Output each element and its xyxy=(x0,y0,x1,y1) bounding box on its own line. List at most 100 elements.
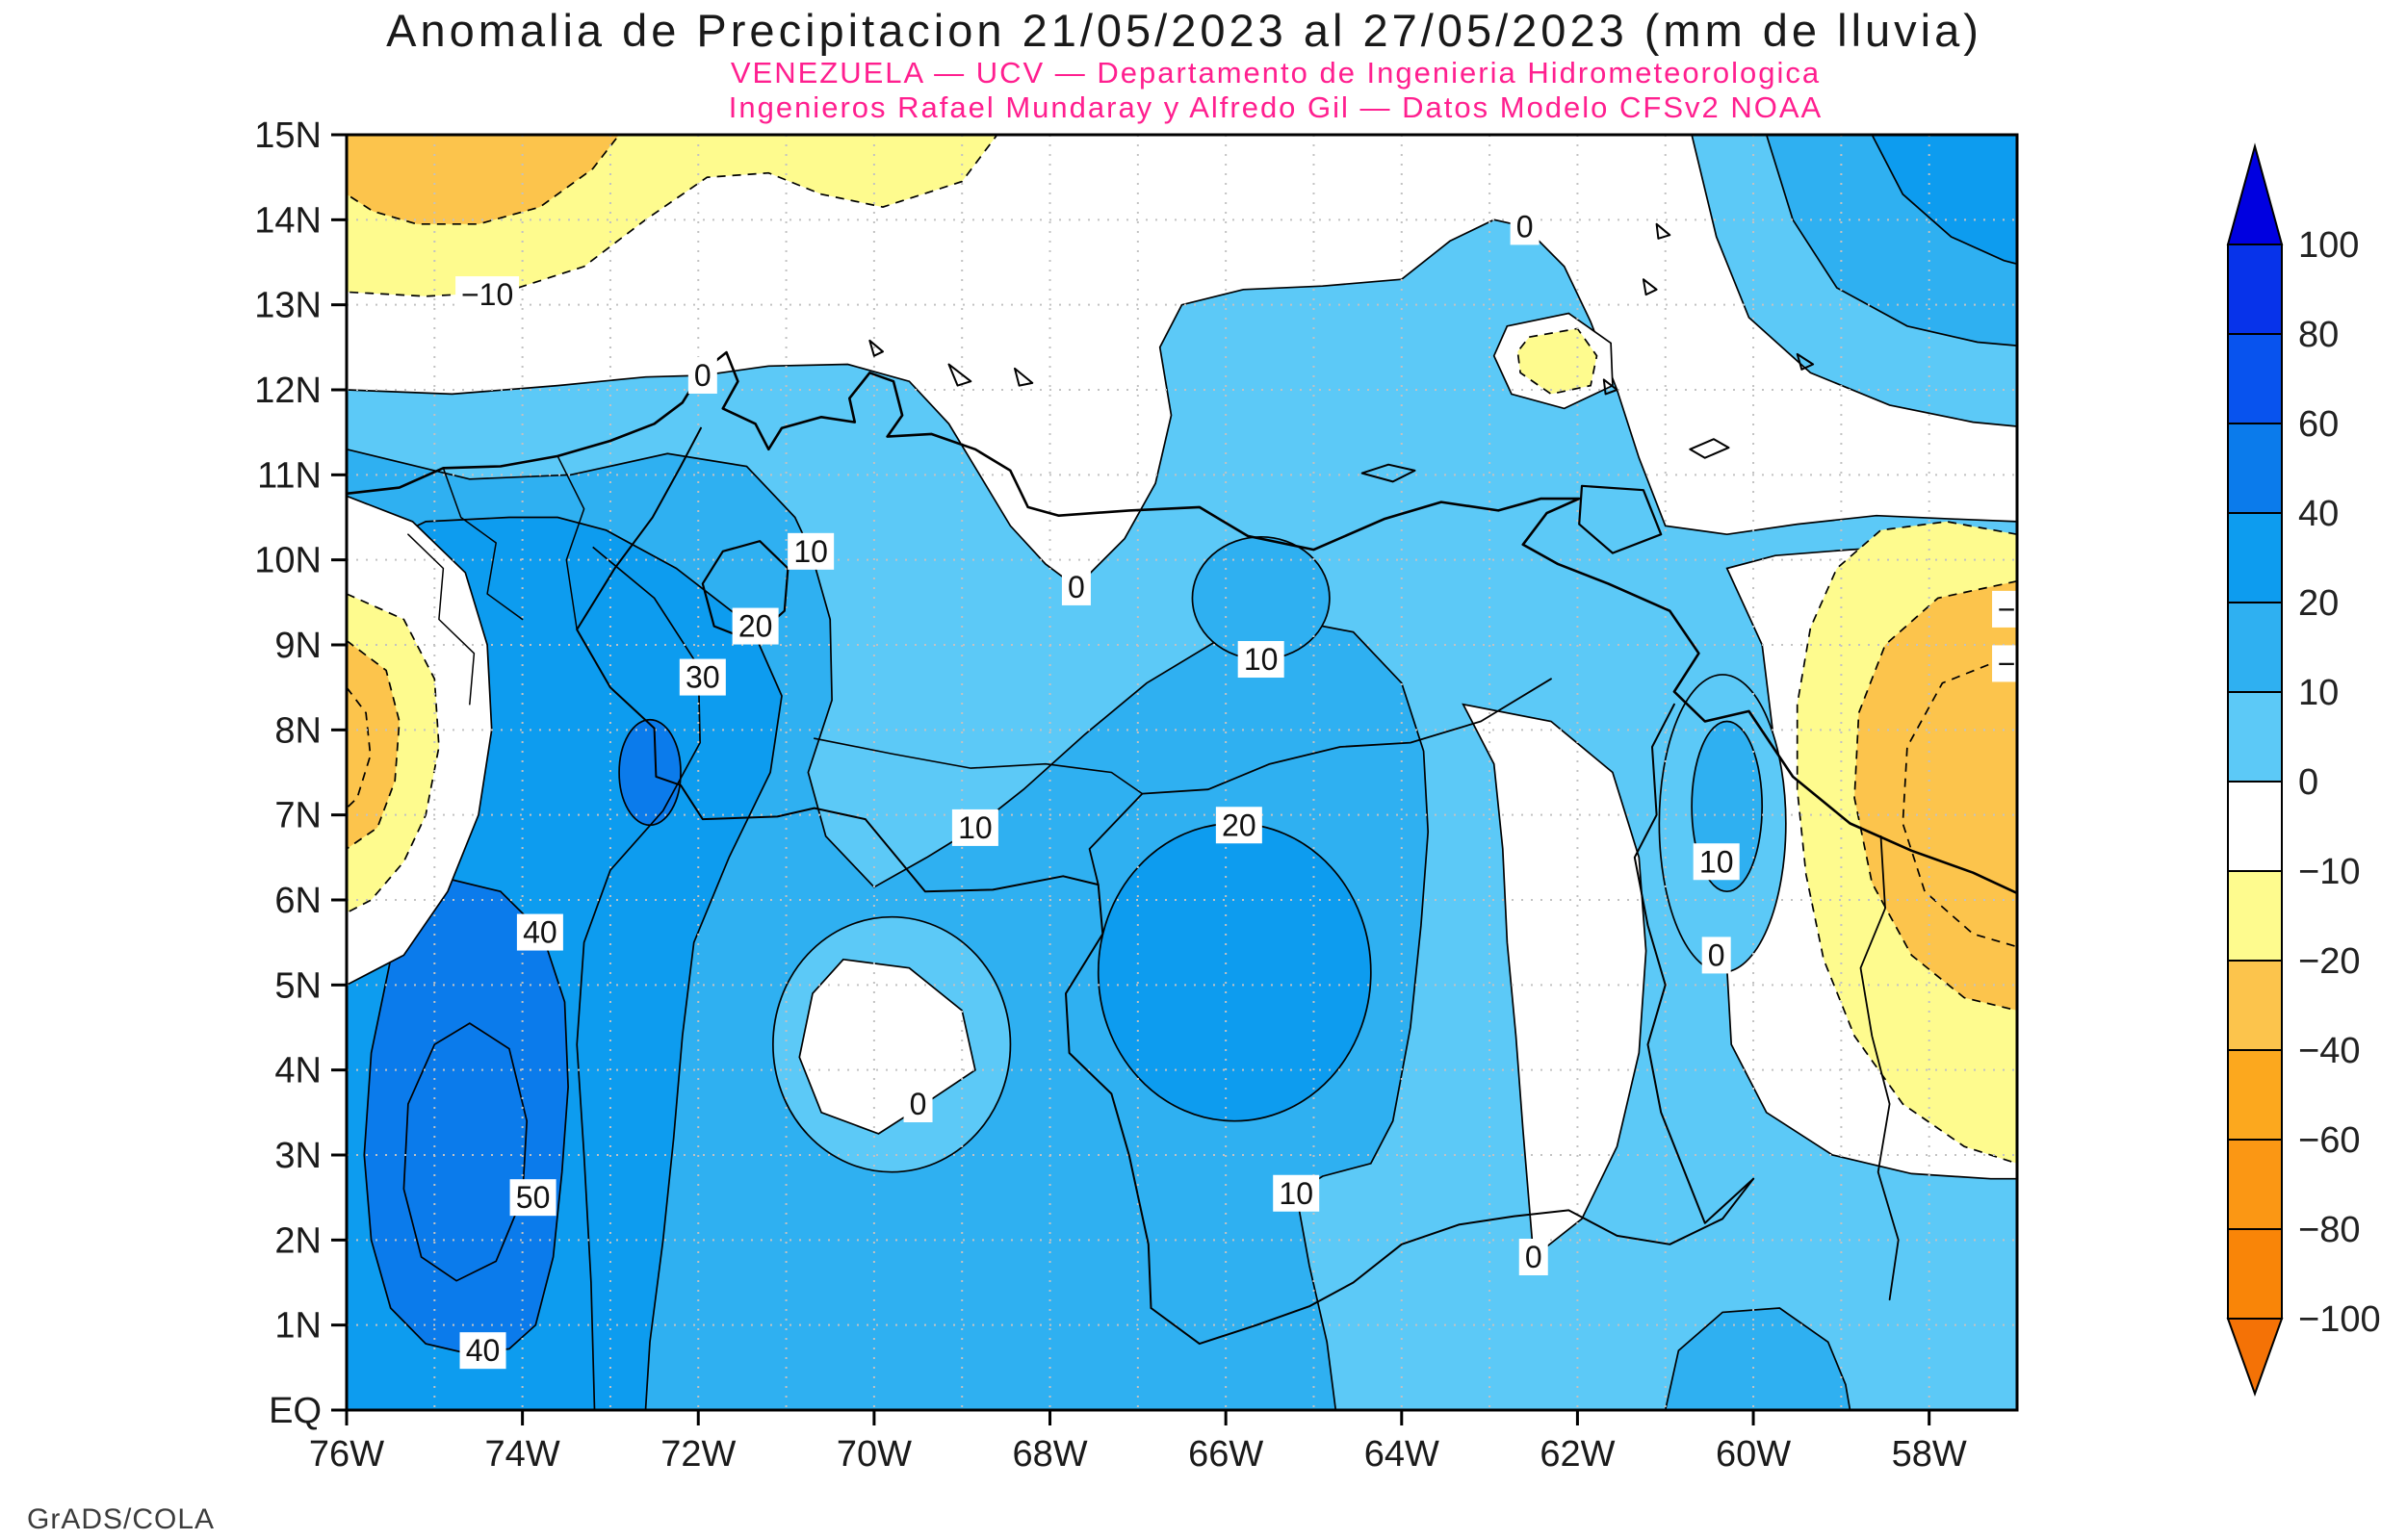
colorbar-tick-label: 10 xyxy=(2298,673,2339,713)
y-tick-label: EQ xyxy=(269,1391,322,1431)
y-tick-label: 8N xyxy=(274,710,322,751)
contour-fill-ne-band-20-40 xyxy=(1871,135,2017,266)
contour-label: 30 xyxy=(686,660,720,695)
axes: 15N 14N 13N 12N 11N 10N 9N 8N 7N 6N 5N 4N 3N 2N 1N EQ76… xyxy=(254,116,2019,1475)
contour-label: 0 xyxy=(1525,1240,1542,1274)
colorbar-tick-label: 80 xyxy=(2298,315,2339,355)
colorbar-arrow-bottom xyxy=(2226,1318,2284,1397)
island-tobago xyxy=(1689,438,1730,459)
contour-label-box xyxy=(459,1332,506,1370)
x-tick-label: 68W xyxy=(1012,1434,1087,1475)
contour-label-box xyxy=(1693,843,1740,881)
contour-label-box xyxy=(1510,208,1540,245)
y-tick-label: 4N xyxy=(274,1051,322,1091)
contour-label: 10 xyxy=(1279,1176,1313,1211)
border-brazil xyxy=(1150,1177,1755,1346)
contour-fill-nw-orange-m20 xyxy=(347,135,621,225)
contour-label-box xyxy=(509,1179,556,1217)
colorbar-tick-label: 0 xyxy=(2298,762,2318,803)
contour-fill-bottom-bump-10-20 xyxy=(1664,1307,1851,1410)
island-margarita xyxy=(1360,463,1416,483)
x-tick-label: 64W xyxy=(1364,1434,1439,1475)
contour-label-box xyxy=(1701,937,1731,974)
contour-label: 10 xyxy=(1244,642,1279,677)
island-curacao xyxy=(947,363,972,387)
contour-label-box xyxy=(903,1086,933,1122)
contour-label: 0 xyxy=(1068,570,1085,604)
x-tick-label: 76W xyxy=(309,1434,384,1475)
y-tick-label: 1N xyxy=(274,1306,322,1347)
contour-label: −10 xyxy=(461,277,513,312)
colorbar-arrow-top xyxy=(2226,142,2284,245)
y-tick-label: 7N xyxy=(274,796,322,836)
contour-label: 40 xyxy=(466,1333,501,1368)
y-tick-label: 14N xyxy=(254,200,322,241)
page-title: Anomalia de Precipitacion 21/05/2023 al … xyxy=(386,5,1982,56)
apure-river xyxy=(814,737,1144,795)
x-tick-label: 66W xyxy=(1188,1434,1263,1475)
x-tick-label: 74W xyxy=(485,1434,560,1475)
subtitle-authors: Ingenieros Rafael Mundaray y Alfredo Gil… xyxy=(728,90,1824,124)
contour-line-west-m30-dashed xyxy=(347,686,372,809)
colorbar-segment xyxy=(2227,244,2283,335)
border-essequibo-west xyxy=(1633,703,1755,1224)
contour-label-box xyxy=(687,356,717,394)
x-tick-label: 60W xyxy=(1716,1434,1791,1475)
plot-frame xyxy=(345,133,2019,1412)
contour-label-box xyxy=(1273,1174,1320,1212)
contour-label-box xyxy=(1215,807,1262,844)
border-colombia-venezuela xyxy=(576,426,1152,1309)
contour-label: − xyxy=(1998,646,2016,680)
contour-label-box xyxy=(788,532,835,570)
colorbar-segment xyxy=(2227,602,2283,693)
colorbar-segment xyxy=(2227,1139,2283,1230)
island-ne xyxy=(1655,222,1671,240)
y-tick-label: 2N xyxy=(274,1220,322,1261)
island-aruba xyxy=(868,339,884,357)
colorbar-tick-label: 20 xyxy=(2298,583,2339,624)
y-tick-label: 12N xyxy=(254,371,322,411)
contour-label: 50 xyxy=(516,1180,551,1215)
y-tick-label: 6N xyxy=(274,881,322,921)
x-tick-label: 70W xyxy=(837,1434,912,1475)
y-tick-label: 11N xyxy=(257,455,322,496)
colorbar-tick-label: −80 xyxy=(2298,1210,2360,1250)
contour-label: 10 xyxy=(958,810,993,845)
colombia-lines-2 xyxy=(556,455,585,630)
y-tick-label: 10N xyxy=(254,541,322,581)
colorbar-tick-label: −60 xyxy=(2298,1120,2360,1161)
contour-fill-ne-yellow-diamond xyxy=(1516,327,1598,396)
contour-label: − xyxy=(1998,592,2016,627)
contour-label: 0 xyxy=(1516,209,1534,244)
colorbar-segment xyxy=(2227,691,2283,783)
island-grenada xyxy=(1602,378,1618,396)
colorbar-segment xyxy=(2227,1049,2283,1141)
contour-label: 0 xyxy=(910,1087,927,1121)
contour-label: 0 xyxy=(694,358,712,393)
essequibo-river xyxy=(1859,834,1900,1301)
contour-fill-west-orange-m20 xyxy=(347,639,401,851)
colorbar-segment xyxy=(2227,870,2283,962)
colorbar-tick-label: −10 xyxy=(2298,852,2360,892)
colombia-lines-1 xyxy=(442,467,524,621)
contour-label-box xyxy=(1518,1239,1548,1275)
y-tick-label: 3N xyxy=(274,1136,322,1176)
subtitle-institution: VENEZUELA — UCV — Departamento de Ingeni… xyxy=(730,56,1822,90)
contour-label-box xyxy=(1992,645,2017,682)
contour-label: 20 xyxy=(1222,808,1256,842)
colorbar-segment xyxy=(2227,781,2283,872)
contour-fill-contour50-ring xyxy=(402,1022,529,1282)
contour-fill-east-orange-m20 xyxy=(1853,579,2017,1012)
contour-label-box xyxy=(732,607,779,645)
x-tick-label: 58W xyxy=(1892,1434,1967,1475)
contour-fill-guayana-20-40 xyxy=(1097,822,1372,1122)
colorbar-tick-label: 60 xyxy=(2298,404,2339,445)
x-tick-label: 72W xyxy=(660,1434,736,1475)
grads-credit: GrADS/COLA xyxy=(27,1503,216,1535)
colorbar-segment xyxy=(2227,1228,2283,1320)
contour-fill-andes-blob-40-60 xyxy=(618,718,682,827)
contour-label-box xyxy=(516,913,563,951)
